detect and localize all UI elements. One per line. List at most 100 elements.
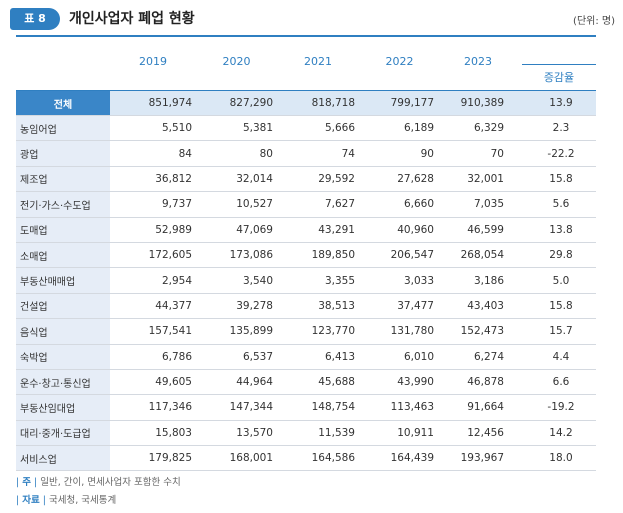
cell-2022: 27,628 xyxy=(397,172,434,185)
cell-2020: 147,344 xyxy=(229,401,273,414)
cell-change-rate: -19.2 xyxy=(547,401,575,414)
cell-2019: 84 xyxy=(178,147,192,160)
header-rule xyxy=(16,35,596,37)
row-label: 부동산매매업 xyxy=(16,268,110,293)
source-bar: | xyxy=(16,495,23,506)
table-title: 개인사업자 폐업 현황 xyxy=(69,11,195,27)
row-label: 전체 xyxy=(16,91,110,115)
cell-change-rate: 2.3 xyxy=(552,122,570,135)
cell-2023: 7,035 xyxy=(473,198,504,211)
cell-2022: 6,660 xyxy=(403,198,434,211)
cell-2022: 799,177 xyxy=(390,97,434,109)
cell-2019: 15,803 xyxy=(155,426,192,439)
row-label: 광업 xyxy=(16,141,110,166)
cell-2021: 7,627 xyxy=(324,198,355,211)
table-row: 부동산임대업 117,346 147,344 148,754 113,463 9… xyxy=(16,395,596,421)
column-header-2022: 2022 xyxy=(385,54,414,68)
cell-2023: 3,186 xyxy=(473,274,504,287)
cell-2020: 39,278 xyxy=(236,299,273,312)
cell-2019: 5,510 xyxy=(161,122,192,135)
row-label: 농임어업 xyxy=(16,116,110,141)
table-row: 건설업 44,377 39,278 38,513 37,477 43,403 1… xyxy=(16,293,596,320)
cell-2023: 43,403 xyxy=(467,299,504,312)
cell-2023: 910,389 xyxy=(460,97,504,109)
table-number-tag: 표 8 xyxy=(10,8,60,30)
row-label: 소매업 xyxy=(16,242,110,268)
row-label: 부동산임대업 xyxy=(16,395,110,420)
cell-2023: 193,967 xyxy=(460,452,504,465)
table-row: 서비스업 179,825 168,001 164,586 164,439 193… xyxy=(16,446,596,472)
cell-change-rate: 18.0 xyxy=(549,452,573,465)
cell-change-rate: 5.6 xyxy=(552,198,570,211)
cell-2021: 45,688 xyxy=(318,376,355,389)
table-row: 소매업 172,605 173,086 189,850 206,547 268,… xyxy=(16,242,596,269)
source-text: 국세청, 국세통계 xyxy=(48,495,117,506)
table-title-bar: 표 8 개인사업자 폐업 현황 (단위: 명) xyxy=(8,6,615,32)
cell-2023: 46,599 xyxy=(467,223,504,236)
cell-2019: 172,605 xyxy=(148,249,192,262)
cell-change-rate: 13.9 xyxy=(549,97,573,109)
row-label: 숙박업 xyxy=(16,344,110,369)
cell-2021: 43,291 xyxy=(318,223,355,236)
cell-2021: 5,666 xyxy=(324,122,355,135)
note-label: 주 xyxy=(22,477,31,488)
cell-2022: 37,477 xyxy=(397,299,434,312)
cell-2021: 74 xyxy=(341,147,355,160)
cell-2020: 5,381 xyxy=(242,122,273,135)
cell-2021: 29,592 xyxy=(318,172,355,185)
cell-change-rate: 15.8 xyxy=(549,299,573,312)
cell-2021: 148,754 xyxy=(311,401,355,414)
cell-2022: 164,439 xyxy=(390,452,434,465)
cell-2021: 3,355 xyxy=(324,274,355,287)
cell-change-rate: 14.2 xyxy=(549,426,573,439)
note-separator: | xyxy=(30,477,41,488)
column-header-2021: 2021 xyxy=(304,54,332,68)
cell-2022: 90 xyxy=(420,147,434,160)
cell-2019: 117,346 xyxy=(148,401,192,414)
cell-change-rate: 4.4 xyxy=(552,350,570,363)
cell-2023: 32,001 xyxy=(467,172,504,185)
unit-label: (단위: 명) xyxy=(573,16,615,27)
cell-2023: 6,329 xyxy=(473,122,504,135)
table-row: 농임어업 5,510 5,381 5,666 6,189 6,329 2.3 xyxy=(16,116,596,142)
row-label: 도매업 xyxy=(16,217,110,242)
cell-2022: 6,189 xyxy=(403,122,434,135)
cell-2019: 52,989 xyxy=(155,223,192,236)
table-notes: | 주 | 일반, 간이, 면세사업자 포함한 수치 | 자료 | 국세청, 국… xyxy=(16,474,181,510)
cell-2021: 38,513 xyxy=(318,299,355,312)
cell-2023: 6,274 xyxy=(473,350,504,363)
cell-2023: 12,456 xyxy=(467,426,504,439)
source-label: 자료 xyxy=(22,495,40,506)
cell-2022: 206,547 xyxy=(390,249,434,262)
row-label: 운수·창고·통신업 xyxy=(16,369,110,395)
cell-2023: 91,664 xyxy=(467,401,504,414)
row-label: 제조업 xyxy=(16,166,110,192)
cell-2019: 9,737 xyxy=(161,198,192,211)
cell-2020: 173,086 xyxy=(229,249,273,262)
cell-change-rate: 15.8 xyxy=(549,172,573,185)
table-row: 부동산매매업 2,954 3,540 3,355 3,033 3,186 5.0 xyxy=(16,268,596,294)
column-header-2020: 2020 xyxy=(222,54,251,68)
cell-2020: 827,290 xyxy=(229,97,273,109)
cell-2020: 44,964 xyxy=(236,376,273,389)
cell-2022: 40,960 xyxy=(397,223,434,236)
data-table: 전체 851,974 827,290 818,718 799,177 910,3… xyxy=(16,90,596,472)
cell-2021: 164,586 xyxy=(311,452,355,465)
cell-change-rate: 5.0 xyxy=(552,274,570,287)
cell-2019: 851,974 xyxy=(148,97,192,109)
table-row: 숙박업 6,786 6,537 6,413 6,010 6,274 4.4 xyxy=(16,344,596,370)
row-label: 전기·가스·수도업 xyxy=(16,192,110,217)
cell-change-rate: -22.2 xyxy=(547,147,575,160)
table-row: 음식업 157,541 135,899 123,770 131,780 152,… xyxy=(16,319,596,345)
cell-2020: 3,540 xyxy=(242,274,273,287)
cell-2020: 47,069 xyxy=(236,223,273,236)
cell-2020: 135,899 xyxy=(229,325,273,338)
note-line: | 주 | 일반, 간이, 면세사업자 포함한 수치 xyxy=(16,474,181,492)
table-row: 도매업 52,989 47,069 43,291 40,960 46,599 1… xyxy=(16,217,596,243)
cell-2019: 179,825 xyxy=(148,452,192,465)
cell-2019: 2,954 xyxy=(161,274,192,287)
cell-2019: 157,541 xyxy=(148,325,192,338)
note-bar: | xyxy=(16,477,23,488)
cell-2022: 3,033 xyxy=(403,274,434,287)
table-row: 대리·중개·도급업 15,803 13,570 11,539 10,911 12… xyxy=(16,420,596,447)
